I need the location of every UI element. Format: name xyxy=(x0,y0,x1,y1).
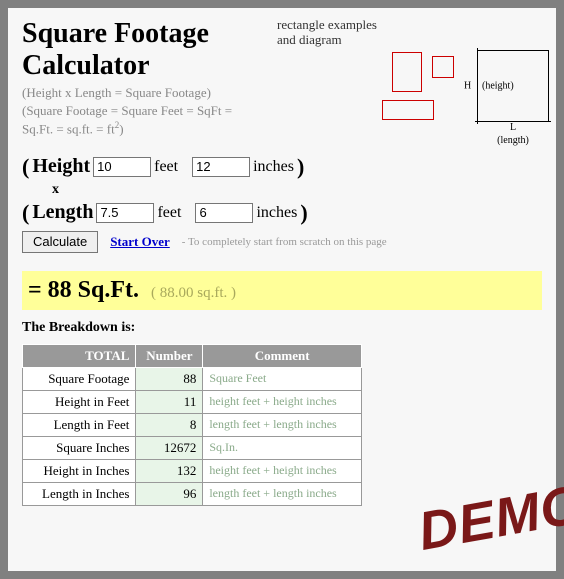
table-row: Height in Feet11height feet + height inc… xyxy=(23,390,362,413)
controls-row: Calculate Start Over - To completely sta… xyxy=(22,231,542,253)
cell-comment: Square Feet xyxy=(203,367,362,390)
feet-unit-2: feet xyxy=(157,204,181,222)
diagram-caption: rectangle examples and diagram xyxy=(277,18,542,48)
example-rectangles: H L (height) (length) xyxy=(277,50,542,140)
cell-comment: length feet + length inches xyxy=(203,413,362,436)
multiply-symbol: x xyxy=(52,182,542,198)
th-comment: Comment xyxy=(203,344,362,367)
start-over-link[interactable]: Start Over xyxy=(110,234,170,250)
result-detail: ( 88.00 sq.ft. ) xyxy=(151,285,236,302)
demo-watermark: DEMO xyxy=(414,473,564,563)
cell-number: 11 xyxy=(136,390,203,413)
cell-label: Length in Inches xyxy=(23,482,136,505)
height-feet-input[interactable] xyxy=(93,157,151,177)
title-block: Square Footage Calculator (Height x Leng… xyxy=(22,18,277,138)
diagram-L-label: L xyxy=(510,122,516,133)
table-row: Height in Inches132height feet + height … xyxy=(23,459,362,482)
height-label: Height xyxy=(32,155,90,178)
cell-comment: height feet + height inches xyxy=(203,390,362,413)
cell-label: Height in Inches xyxy=(23,459,136,482)
feet-unit: feet xyxy=(154,158,178,176)
diagram-length-label: (length) xyxy=(477,135,549,146)
cell-label: Height in Feet xyxy=(23,390,136,413)
table-header-row: TOTAL Number Comment xyxy=(23,344,362,367)
result-bar: = 88 Sq.Ft. ( 88.00 sq.ft. ) xyxy=(22,271,542,310)
cell-number: 12672 xyxy=(136,436,203,459)
diagram-height-label: (height) xyxy=(482,80,514,91)
length-row: ( Length feet inches ) xyxy=(22,200,542,226)
cell-comment: length feet + length inches xyxy=(203,482,362,505)
th-total: TOTAL xyxy=(23,344,136,367)
inches-unit: inches xyxy=(253,158,294,176)
rect-example-3 xyxy=(382,100,434,120)
table-row: Square Inches12672Sq.In. xyxy=(23,436,362,459)
rect-example-2 xyxy=(432,56,454,78)
height-inches-input[interactable] xyxy=(192,157,250,177)
inches-unit-2: inches xyxy=(256,204,297,222)
cell-number: 88 xyxy=(136,367,203,390)
subtitle-3: Sq.Ft. = sq.ft. = ft2) xyxy=(22,119,277,138)
breakdown-heading: The Breakdown is: xyxy=(22,320,542,336)
height-row: ( Height feet inches ) xyxy=(22,154,542,180)
table-row: Square Footage88Square Feet xyxy=(23,367,362,390)
cell-number: 132 xyxy=(136,459,203,482)
cell-comment: Sq.In. xyxy=(203,436,362,459)
cell-label: Square Footage xyxy=(23,367,136,390)
subtitle-1: (Height x Length = Square Footage) xyxy=(22,84,277,102)
rect-example-1 xyxy=(392,52,422,92)
length-label: Length xyxy=(32,201,93,224)
header: Square Footage Calculator (Height x Leng… xyxy=(22,18,542,140)
result-main: = 88 Sq.Ft. xyxy=(28,277,139,304)
dimension-diagram: H L (height) xyxy=(477,50,549,122)
page-container: Square Footage Calculator (Height x Leng… xyxy=(8,8,556,571)
cell-label: Length in Feet xyxy=(23,413,136,436)
table-row: Length in Inches96length feet + length i… xyxy=(23,482,362,505)
subtitle-2: (Square Footage = Square Feet = SqFt = xyxy=(22,102,277,120)
table-row: Length in Feet8length feet + length inch… xyxy=(23,413,362,436)
diagram-H-label: H xyxy=(464,80,471,91)
cell-label: Square Inches xyxy=(23,436,136,459)
diagram-area: rectangle examples and diagram H L (heig… xyxy=(277,18,542,140)
cell-number: 96 xyxy=(136,482,203,505)
calculate-button[interactable]: Calculate xyxy=(22,231,98,253)
cell-comment: height feet + height inches xyxy=(203,459,362,482)
cell-number: 8 xyxy=(136,413,203,436)
length-inches-input[interactable] xyxy=(195,203,253,223)
page-title: Square Footage Calculator xyxy=(22,18,277,82)
th-number: Number xyxy=(136,344,203,367)
start-over-hint: - To completely start from scratch on th… xyxy=(182,236,387,248)
breakdown-table: TOTAL Number Comment Square Footage88Squ… xyxy=(22,344,362,506)
inputs-section: ( Height feet inches ) x ( Length feet i… xyxy=(22,154,542,253)
length-feet-input[interactable] xyxy=(96,203,154,223)
